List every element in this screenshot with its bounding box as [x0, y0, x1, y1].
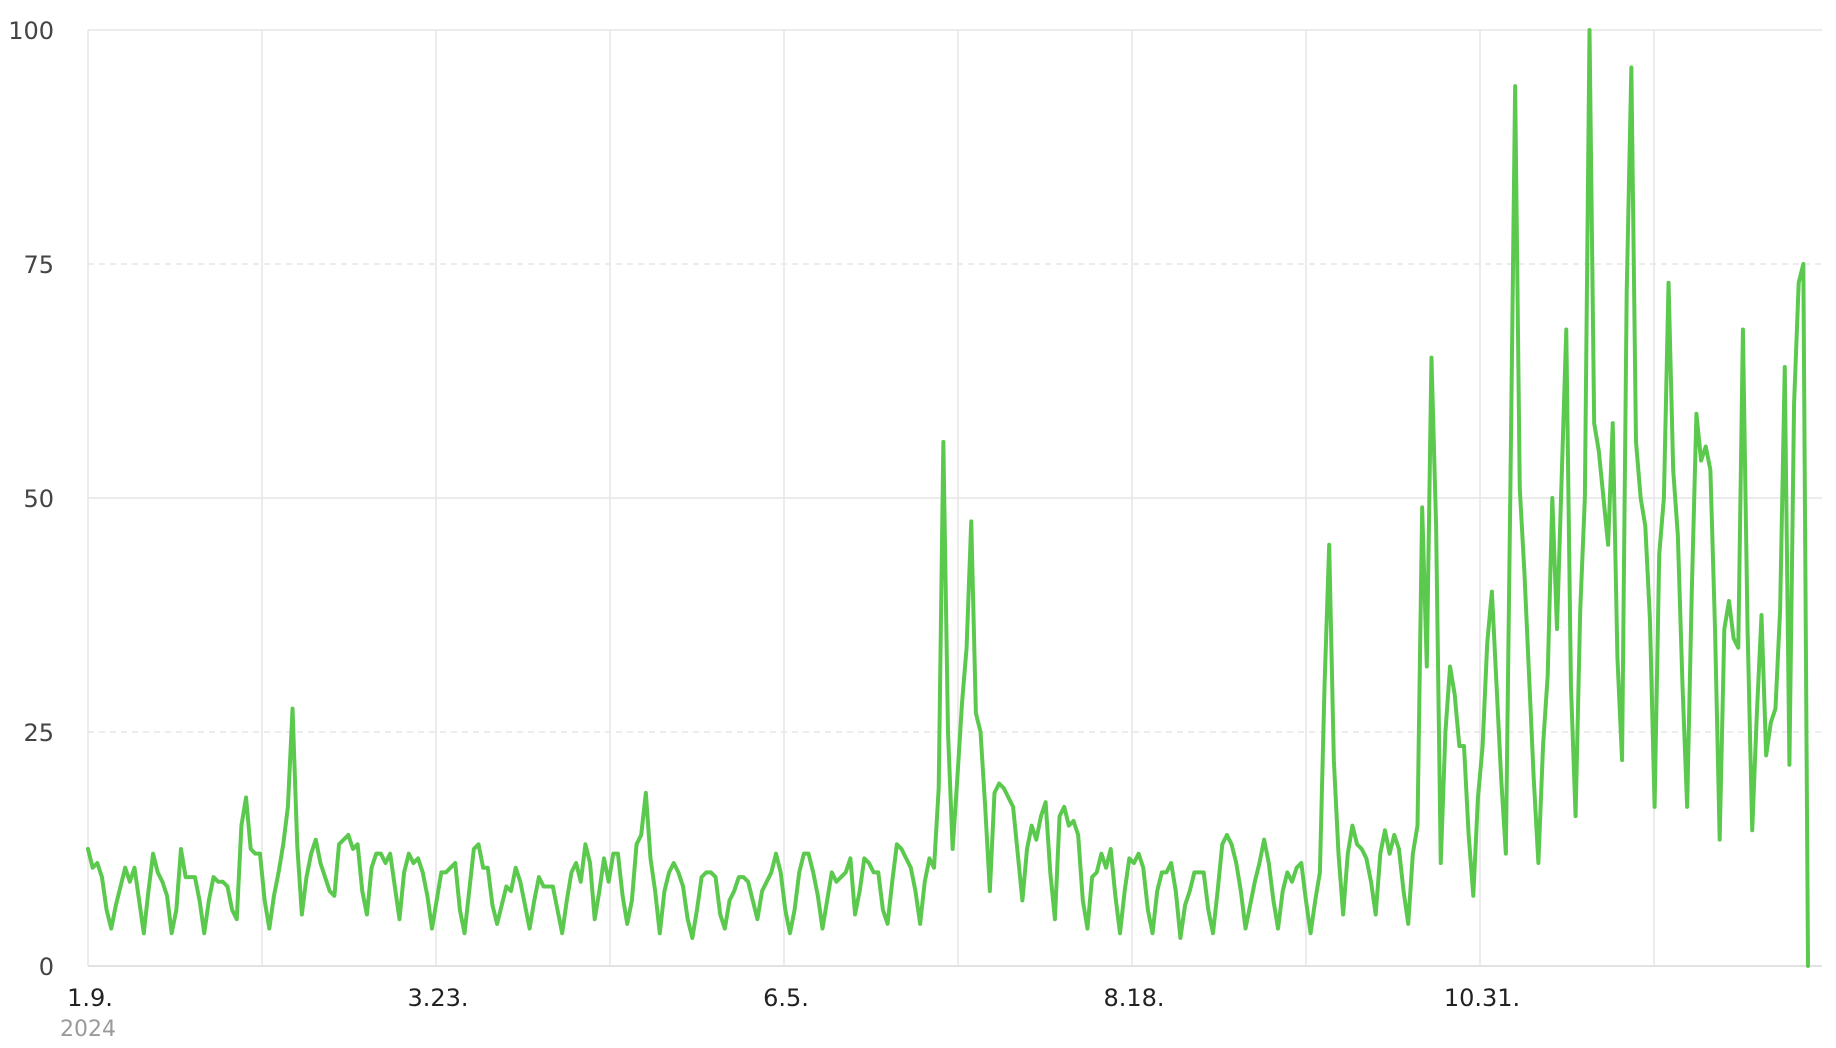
x-axis: 1.9. 3.23. 6.5. 8.18. 10.31. 2024 — [60, 984, 1520, 1042]
series-line — [86, 28, 1810, 968]
x-tick-label: 3.23. — [407, 984, 468, 1012]
y-tick-label: 50 — [23, 485, 54, 513]
x-tick-label: 1.9. — [67, 984, 113, 1012]
y-tick-label: 25 — [23, 719, 54, 747]
x-tick-label: 6.5. — [763, 984, 809, 1012]
grid — [87, 29, 1822, 967]
y-axis: 0 25 50 75 100 — [8, 17, 54, 981]
plot-area — [86, 28, 1810, 968]
y-tick-label: 75 — [23, 251, 54, 279]
y-tick-label: 100 — [8, 17, 54, 45]
x-tick-label: 8.18. — [1103, 984, 1164, 1012]
y-tick-label: 0 — [39, 953, 54, 981]
x-tick-label: 10.31. — [1444, 984, 1520, 1012]
year-label: 2024 — [60, 1017, 116, 1042]
